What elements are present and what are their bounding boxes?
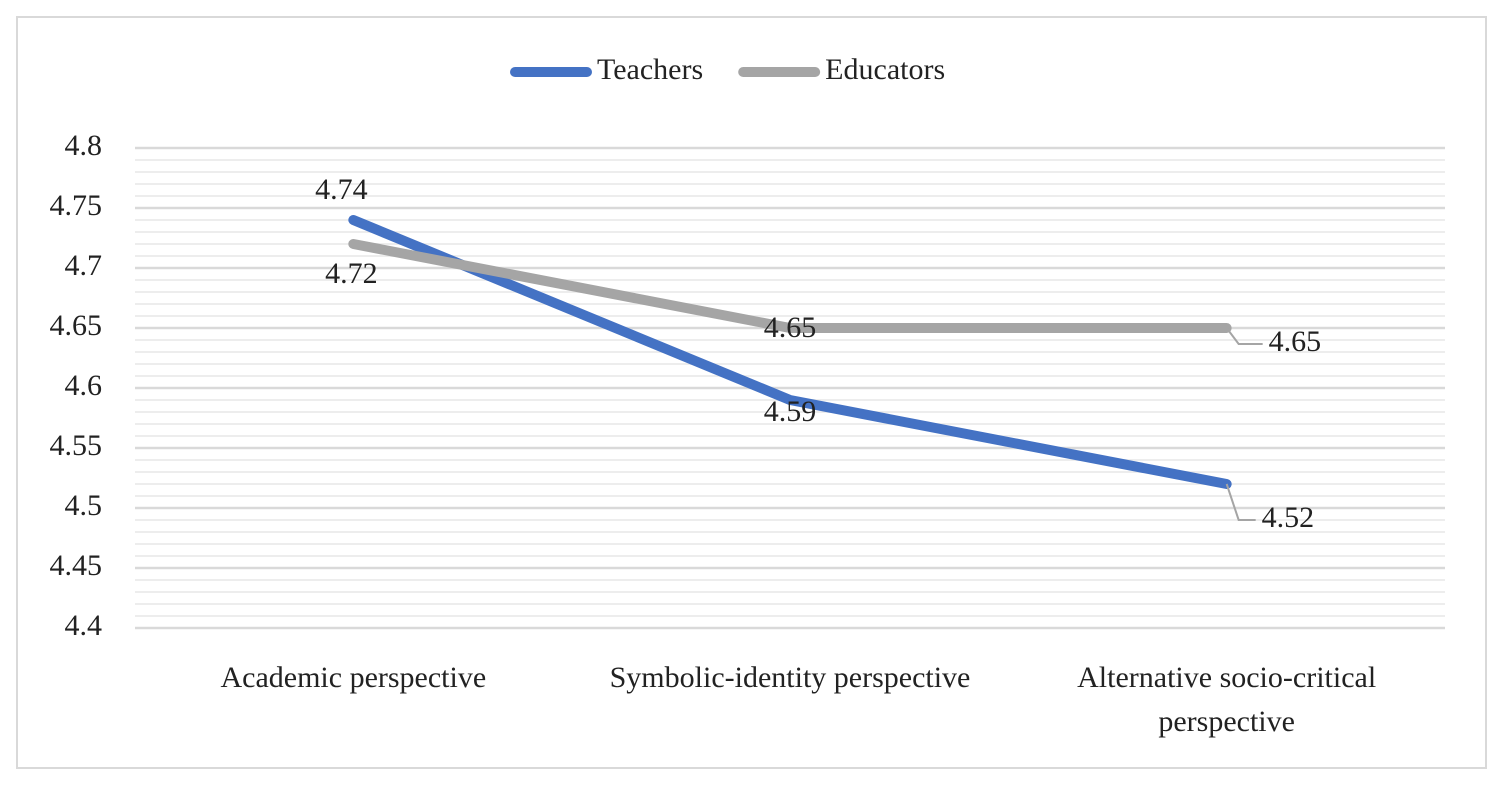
y-tick-label: 4.7 xyxy=(65,249,103,282)
y-tick-label: 4.75 xyxy=(50,189,103,222)
data-label: 4.65 xyxy=(1269,325,1322,358)
legend-label: Educators xyxy=(825,53,945,86)
leader-line xyxy=(1225,327,1263,345)
y-tick-label: 4.8 xyxy=(65,129,103,162)
x-tick-label: Alternative socio-critical perspective xyxy=(1077,661,1377,738)
y-tick-label: 4.55 xyxy=(50,429,103,462)
chart-border xyxy=(16,16,1487,769)
legend-label: Teachers xyxy=(597,53,703,86)
x-tick-label: Symbolic-identity perspective xyxy=(609,661,971,694)
data-label: 4.59 xyxy=(764,395,817,428)
x-tick-label: Academic perspective xyxy=(220,661,487,694)
data-label: 4.74 xyxy=(315,173,368,206)
leader-line xyxy=(1225,483,1256,521)
y-tick-label: 4.6 xyxy=(65,369,103,402)
data-label: 4.65 xyxy=(764,311,817,344)
y-tick-label: 4.65 xyxy=(50,309,103,342)
y-tick-label: 4.4 xyxy=(65,609,103,642)
series-line xyxy=(348,239,1232,333)
y-tick-label: 4.5 xyxy=(65,489,103,522)
data-label: 4.52 xyxy=(1262,501,1315,534)
data-label: 4.72 xyxy=(325,257,378,290)
series-line xyxy=(348,215,1232,489)
y-tick-label: 4.45 xyxy=(50,549,103,582)
